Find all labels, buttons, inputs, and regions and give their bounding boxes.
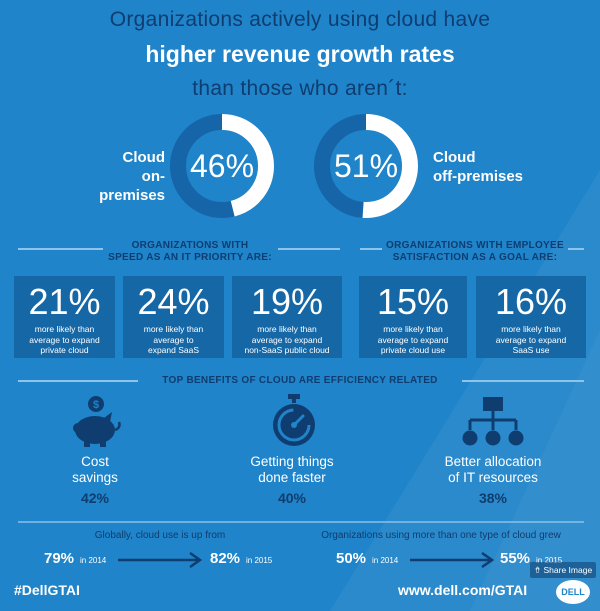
- benefit-faster: Getting things done faster: [222, 454, 362, 486]
- growth-global: 79% in 2014 82% in 2015: [44, 548, 284, 572]
- stat-value: 19%: [250, 281, 324, 322]
- donut-left-label-line1: Cloud: [122, 149, 166, 166]
- donut-right-label-line2: off-premises: [433, 168, 524, 185]
- footer-url[interactable]: www.dell.com/GTAI: [398, 582, 528, 598]
- stat-box-speed-2: 24% more likely than average to expand S…: [123, 276, 224, 358]
- donut-left-ring: [170, 114, 274, 218]
- sat-title-line1: ORGANIZATIONS WITH EMPLOYEE: [386, 240, 564, 251]
- donut-right-fill: [314, 114, 418, 218]
- sat-title-line2: SATISFACTION AS A GOAL ARE:: [392, 252, 558, 263]
- benefit-label-line: Getting things: [250, 454, 334, 469]
- stat-box-speed-1: 21% more likely than average to expand p…: [14, 276, 115, 358]
- bottom-divider: [18, 521, 584, 523]
- growth-global-title: Globally, cloud use is up from: [94, 530, 226, 541]
- stat-description: more likely than average to expand SaaS …: [478, 324, 584, 356]
- stat-line: private cloud use: [380, 345, 446, 355]
- dell-logo: DELL: [556, 580, 590, 604]
- stat-line: average to expand: [29, 334, 100, 345]
- piggy-bank-icon: $: [73, 396, 121, 447]
- header-line-3: than those who aren´t:: [192, 77, 408, 100]
- growth-multicloud-to: 55%: [500, 550, 531, 567]
- stat-value: 15%: [376, 281, 450, 322]
- benefit-allocation-value: 38%: [478, 490, 508, 506]
- speed-title-line1: ORGANIZATIONS WITH: [131, 240, 249, 251]
- growth-global-to: 82%: [210, 550, 241, 567]
- stat-line: more likely than: [501, 324, 561, 334]
- rule-benefits-left: [18, 380, 138, 382]
- growth-multicloud-to-year: in 2015: [536, 556, 563, 565]
- benefit-faster-value: 40%: [277, 490, 307, 506]
- stat-line: more likely than: [34, 324, 95, 334]
- donut-left-label: Cloud on-premises: [85, 148, 165, 205]
- stat-line: more likely than: [143, 324, 204, 334]
- donut-left-label-line2: on-premises: [99, 168, 165, 204]
- growth-global-to-year: in 2015: [246, 556, 273, 565]
- donut-left: 46%: [168, 112, 276, 220]
- stat-box-sat-1: 15% more likely than average to expand p…: [359, 276, 467, 358]
- header-line-1: Organizations actively using cloud have: [109, 8, 491, 31]
- benefits-title: TOP BENEFITS OF CLOUD ARE EFFICIENCY REL…: [162, 375, 438, 386]
- rule-speed-right: [278, 248, 340, 250]
- growth-multicloud: 50% in 2014 55% in 2015: [336, 548, 576, 572]
- header-line-2: higher revenue growth rates: [145, 41, 455, 67]
- benefit-cost: Cost savings: [35, 454, 155, 486]
- benefit-allocation: Better allocation of IT resources: [420, 454, 566, 486]
- satisfaction-section-title: ORGANIZATIONS WITH EMPLOYEE SATISFACTION…: [380, 240, 570, 264]
- stat-line: SaaS use: [512, 345, 550, 355]
- stat-description: more likely than average to expand SaaS: [125, 324, 222, 356]
- donut-right-label-line1: Cloud: [433, 149, 476, 166]
- stat-value: 24%: [137, 281, 210, 322]
- stat-description: more likely than average to expand priva…: [16, 324, 113, 356]
- stat-value: 21%: [28, 281, 101, 322]
- growth-multicloud-from-year: in 2014: [372, 556, 399, 565]
- rule-sat-left: [360, 248, 382, 250]
- stat-box-sat-2: 16% more likely than average to expand S…: [476, 276, 586, 358]
- arrow-right-icon: [118, 552, 203, 568]
- benefit-label-line: Cost: [81, 454, 109, 469]
- stat-line: average to: [153, 334, 194, 345]
- growth-global-from: 79%: [44, 550, 75, 567]
- benefit-label-line: done faster: [258, 470, 326, 485]
- stat-line: more likely than: [383, 324, 443, 334]
- share-image-label: Share Image: [543, 565, 593, 575]
- stat-line: private cloud: [40, 345, 89, 355]
- donut-right: 51%: [312, 112, 420, 220]
- stopwatch-icon: [273, 394, 315, 446]
- stat-description: more likely than average to expand non-S…: [234, 324, 340, 356]
- stat-box-speed-3: 19% more likely than average to expand n…: [232, 276, 342, 358]
- rule-speed-left: [18, 248, 103, 250]
- share-image-button[interactable]: ⇮ Share Image: [530, 562, 596, 578]
- growth-global-from-year: in 2014: [80, 556, 107, 565]
- stat-description: more likely than average to expand priva…: [361, 324, 465, 356]
- benefit-label-line: Better allocation: [444, 454, 542, 469]
- svg-text:$: $: [93, 399, 99, 411]
- rule-benefits-right: [462, 380, 584, 382]
- stat-line: expand SaaS: [147, 345, 200, 355]
- stat-line: average to expand: [377, 334, 449, 345]
- speed-title-line2: SPEED AS AN IT PRIORITY ARE:: [108, 252, 272, 263]
- stat-line: average to expand: [495, 334, 567, 345]
- donut-right-label: Cloud off-premises: [433, 148, 543, 186]
- donut-right-value: 51%: [333, 148, 399, 184]
- growth-multicloud-from: 50%: [336, 550, 367, 567]
- arrow-right-icon: [410, 552, 495, 568]
- stat-line: average to expand: [251, 334, 323, 345]
- stat-value: 16%: [494, 281, 568, 322]
- org-chart-icon: [462, 397, 524, 446]
- donut-left-value: 46%: [189, 148, 255, 184]
- growth-multicloud-title: Organizations using more than one type o…: [321, 530, 561, 541]
- stat-line: non-SaaS public cloud: [244, 345, 330, 355]
- donut-left-fill: [170, 114, 274, 218]
- donut-right-ring: [314, 114, 418, 218]
- stat-line: more likely than: [257, 324, 317, 334]
- benefit-cost-value: 42%: [80, 490, 110, 506]
- hashtag: #DellGTAI: [14, 582, 80, 598]
- share-icon: ⇮: [534, 565, 542, 575]
- speed-section-title: ORGANIZATIONS WITH SPEED AS AN IT PRIORI…: [100, 240, 280, 264]
- benefit-label-line: savings: [72, 470, 118, 485]
- benefit-label-line: of IT resources: [448, 470, 538, 485]
- rule-sat-right: [568, 248, 584, 250]
